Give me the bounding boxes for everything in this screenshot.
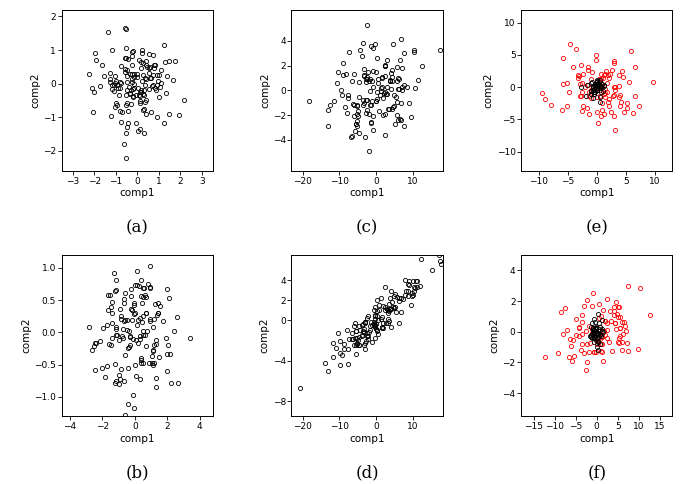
X-axis label: comp1: comp1: [119, 434, 155, 443]
X-axis label: comp1: comp1: [119, 188, 155, 198]
Y-axis label: comp2: comp2: [260, 318, 270, 353]
X-axis label: comp1: comp1: [579, 188, 615, 198]
Text: (a): (a): [126, 219, 149, 236]
Y-axis label: comp2: comp2: [484, 73, 494, 108]
Y-axis label: comp2: comp2: [490, 318, 499, 353]
Y-axis label: comp2: comp2: [21, 318, 32, 353]
Text: (c): (c): [356, 219, 378, 236]
Text: (d): (d): [355, 465, 379, 482]
X-axis label: comp1: comp1: [579, 434, 615, 443]
Text: (e): (e): [585, 219, 608, 236]
X-axis label: comp1: comp1: [349, 434, 385, 443]
Text: (f): (f): [587, 465, 606, 482]
Y-axis label: comp2: comp2: [260, 73, 270, 108]
Text: (b): (b): [126, 465, 149, 482]
Y-axis label: comp2: comp2: [30, 73, 40, 108]
X-axis label: comp1: comp1: [349, 188, 385, 198]
